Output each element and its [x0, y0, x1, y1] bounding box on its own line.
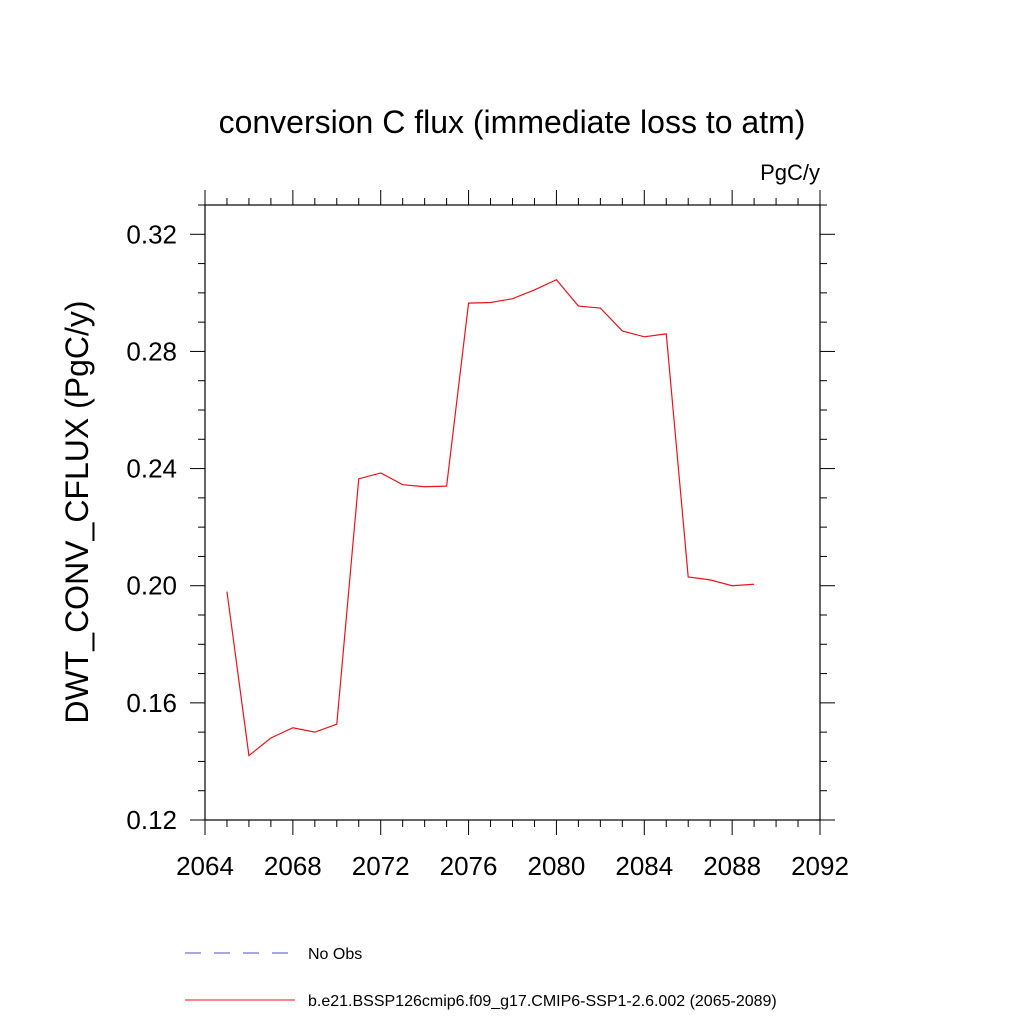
axis-ticks [190, 190, 835, 835]
x-tick-label: 2092 [791, 851, 849, 881]
y-tick-label: 0.28 [126, 336, 177, 366]
series-lines [226, 278, 755, 757]
units-label: PgC/y [760, 160, 820, 185]
y-tick-label: 0.32 [126, 219, 177, 249]
x-tick-label: 2080 [528, 851, 586, 881]
x-tick-label: 2068 [264, 851, 322, 881]
tick-labels: 2064 2068 2072 2076 2080 2084 2088 2092 0.12 0.16… [126, 219, 849, 881]
x-tick-label: 2088 [703, 851, 761, 881]
x-tick-label: 2064 [176, 851, 234, 881]
y-tick-label: 0.16 [126, 688, 177, 718]
y-tick-label: 0.20 [126, 571, 177, 601]
y-tick-label: 0.12 [126, 805, 177, 835]
series-line-1 [226, 278, 755, 757]
x-tick-label: 2076 [440, 851, 498, 881]
plot-frame [204, 204, 821, 821]
y-tick-label: 0.24 [126, 454, 177, 484]
legend-label-1: b.e21.BSSP126cmip6.f09_g17.CMIP6-SSP1-2.… [308, 993, 777, 1010]
chart-title: conversion C flux (immediate loss to atm… [219, 104, 806, 140]
x-tick-label: 2084 [615, 851, 673, 881]
y-axis-label: DWT_CONV_CFLUX (PgC/y) [59, 300, 95, 723]
x-tick-label: 2072 [352, 851, 410, 881]
legend-label-0: No Obs [308, 946, 362, 963]
legend: No Obs b.e21.BSSP126cmip6.f09_g17.CMIP6-S… [185, 946, 777, 1010]
